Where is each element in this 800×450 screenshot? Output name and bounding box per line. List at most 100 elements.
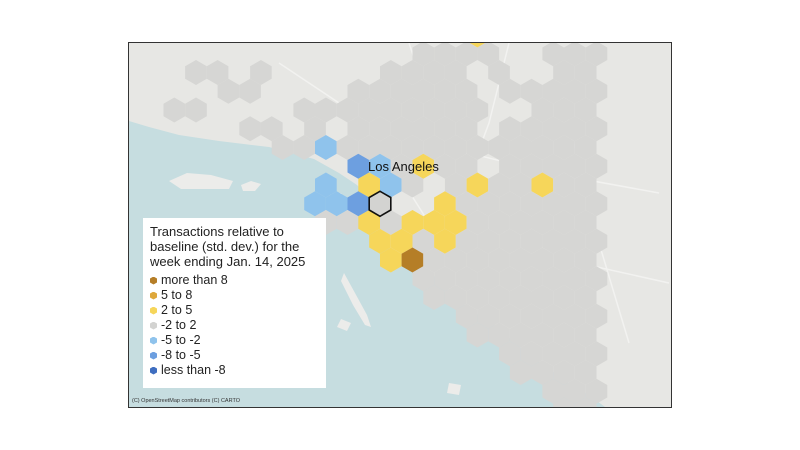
- legend-item: -8 to -5: [150, 348, 318, 363]
- hex-cell-neutral: [564, 116, 586, 142]
- hex-cell-neutral: [520, 153, 543, 179]
- hex-cell-neutral: [520, 116, 543, 142]
- hex-cell-neutral: [542, 266, 564, 292]
- island: [241, 181, 261, 191]
- hex-cell-neutral: [444, 247, 467, 273]
- hex-cell-colored: [358, 210, 380, 235]
- hex-cell-neutral: [369, 78, 391, 104]
- hex-cell-neutral: [585, 116, 608, 142]
- map-frame[interactable]: Los Angeles Transactions relative to bas…: [128, 42, 672, 408]
- hex-cell-neutral: [542, 191, 564, 217]
- map-canvas[interactable]: [129, 43, 671, 407]
- hex-cell-neutral: [553, 322, 575, 348]
- hex-cell-neutral: [520, 303, 543, 329]
- hex-cell-colored: [347, 191, 370, 217]
- hex-cell-neutral: [477, 43, 500, 67]
- hex-cell-neutral: [499, 78, 521, 104]
- hex-cell-neutral: [412, 116, 435, 142]
- hex-cell-neutral: [315, 97, 337, 123]
- legend-swatch: [150, 366, 157, 375]
- hex-cell-neutral: [499, 341, 521, 367]
- hex-cell-neutral: [499, 303, 521, 329]
- hex-cell-neutral: [455, 266, 478, 292]
- hex-cell-neutral: [499, 266, 521, 292]
- hex-cell-colored: [390, 228, 413, 254]
- hex-cell-neutral: [520, 191, 543, 217]
- hex-cell-neutral: [509, 172, 532, 198]
- hex-cell-neutral: [553, 360, 575, 385]
- hex-cell-colored: [466, 172, 489, 198]
- hex-cell-neutral: [585, 153, 608, 179]
- hex-cell-neutral: [401, 97, 424, 123]
- legend-item: -5 to -2: [150, 333, 318, 348]
- hex-cell-colored: [444, 210, 467, 235]
- hex-cell-neutral: [520, 228, 543, 254]
- hex-cell-neutral: [564, 228, 586, 254]
- legend-item: 5 to 8: [150, 288, 318, 303]
- los-angeles-highlight-hex: [368, 190, 392, 218]
- island: [447, 383, 461, 395]
- hex-cell-neutral: [336, 210, 359, 235]
- legend-label: more than 8: [161, 273, 228, 287]
- hex-cell-neutral: [293, 97, 315, 123]
- hex-cell-neutral: [304, 116, 326, 142]
- hex-cell-neutral: [380, 97, 402, 123]
- hex-cell-neutral: [564, 191, 586, 217]
- hex-cell-neutral: [574, 172, 597, 198]
- hex-cell-neutral: [336, 97, 359, 123]
- map-legend: Transactions relative to baseline (std. …: [143, 218, 326, 388]
- hex-cell-neutral: [358, 135, 380, 160]
- hex-cell-neutral: [477, 303, 500, 329]
- hex-cell-neutral: [553, 285, 575, 310]
- legend-item: more than 8: [150, 273, 318, 288]
- island: [337, 319, 351, 331]
- legend-swatch: [150, 351, 157, 360]
- hex-cell-neutral: [488, 172, 510, 198]
- hex-cell-neutral: [401, 135, 424, 160]
- hex-cell-colored: [469, 43, 486, 48]
- hex-cell-neutral: [185, 97, 207, 123]
- legend-swatch: [150, 336, 157, 345]
- hex-cell-neutral: [585, 191, 608, 217]
- hex-cell-neutral: [369, 116, 391, 142]
- legend-title: Transactions relative to baseline (std. …: [150, 224, 306, 269]
- legend-label: -8 to -5: [161, 348, 201, 362]
- hex-cell-neutral: [390, 78, 413, 104]
- hex-cell-neutral: [553, 135, 575, 160]
- hex-cell-neutral: [455, 303, 478, 329]
- hex-cell-neutral: [466, 135, 489, 160]
- legend-swatch: [150, 321, 157, 330]
- hex-cell-colored: [369, 228, 391, 254]
- hex-cell-neutral: [380, 60, 402, 85]
- legend-swatch: [150, 291, 157, 300]
- hex-cell-neutral: [423, 97, 445, 123]
- hex-cell-neutral: [542, 228, 564, 254]
- hex-cell-neutral: [499, 191, 521, 217]
- hex-cell-neutral: [531, 97, 554, 123]
- hex-cell-colored: [347, 153, 370, 179]
- city-label-los-angeles: Los Angeles: [368, 159, 439, 174]
- hex-cell-neutral: [401, 172, 424, 198]
- hex-cell-neutral: [585, 78, 608, 104]
- hex-cell-neutral: [455, 116, 478, 142]
- hex-cell-neutral: [412, 228, 435, 254]
- hex-cell-neutral: [477, 266, 500, 292]
- hex-cell-neutral: [293, 135, 315, 160]
- hex-cell-colored: [304, 191, 326, 217]
- hex-cell-neutral: [444, 285, 467, 310]
- legend-label: less than -8: [161, 363, 226, 377]
- hex-cell-neutral: [185, 60, 207, 85]
- legend-label: 5 to 8: [161, 288, 193, 302]
- hex-cell-neutral: [206, 60, 229, 85]
- hex-cell-neutral: [564, 341, 586, 367]
- hex-cell-neutral: [509, 210, 532, 235]
- hex-cell-neutral: [520, 78, 543, 104]
- hex-cell-neutral: [574, 60, 597, 85]
- hex-cell-neutral: [250, 60, 272, 85]
- hex-cell-neutral: [444, 172, 467, 198]
- hex-cell-neutral: [564, 266, 586, 292]
- hex-cell-neutral: [574, 360, 597, 385]
- hex-cell-neutral: [260, 116, 283, 142]
- hex-cell-neutral: [585, 266, 608, 292]
- hex-cell-colored: [434, 228, 456, 254]
